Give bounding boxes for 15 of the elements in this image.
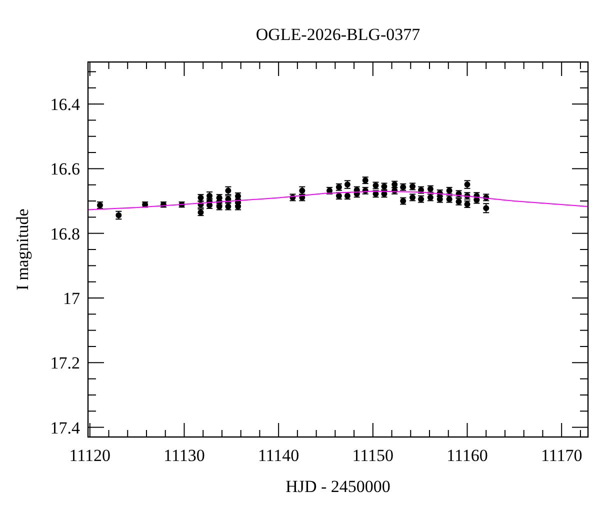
x-tick-label: 11150 bbox=[352, 446, 394, 465]
y-tick-label: 16.6 bbox=[50, 160, 80, 179]
y-tick-label: 17 bbox=[63, 288, 80, 308]
chart-title: OGLE-2026-BLG-0377 bbox=[256, 25, 421, 44]
y-axis-title: I magnitude bbox=[13, 208, 32, 290]
y-tick-label: 16.4 bbox=[50, 94, 80, 114]
x-tick-label: 11130 bbox=[164, 446, 205, 465]
x-tick-label: 11170 bbox=[540, 446, 582, 465]
x-tick-label: 11140 bbox=[258, 446, 300, 465]
x-axis-title: HJD - 2450000 bbox=[286, 477, 390, 496]
x-tick-label: 11160 bbox=[446, 446, 488, 465]
x-tick-label: 11120 bbox=[69, 446, 111, 465]
y-tick-label: 17.4 bbox=[50, 418, 80, 438]
y-tick-label: 17.2 bbox=[50, 354, 80, 373]
y-tick-label: 16.8 bbox=[50, 224, 80, 244]
